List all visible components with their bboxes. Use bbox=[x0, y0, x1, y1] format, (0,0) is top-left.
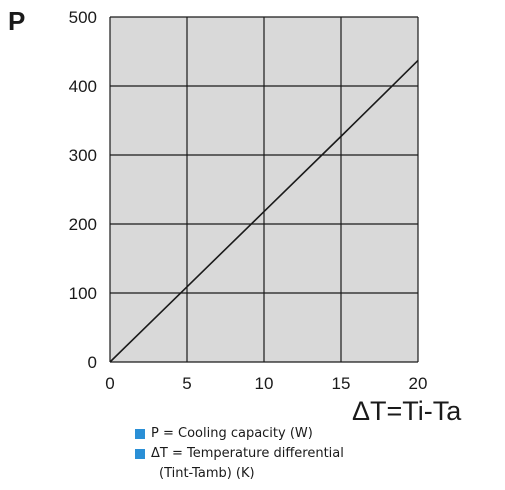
legend-swatch bbox=[135, 449, 145, 459]
legend-label-continued: (Tint-Tamb) (K) bbox=[135, 464, 255, 484]
y-tick-label: 100 bbox=[69, 284, 97, 303]
y-tick-labels: 0 100 200 300 400 500 bbox=[69, 8, 97, 372]
y-tick-label: 0 bbox=[88, 353, 97, 372]
legend-label: P = Cooling capacity (W) bbox=[151, 424, 313, 444]
y-tick-label: 200 bbox=[69, 215, 97, 234]
y-axis-title: P bbox=[8, 6, 25, 37]
x-tick-labels: 0 5 10 15 20 bbox=[105, 374, 427, 393]
legend-item-cooling-capacity: P = Cooling capacity (W) bbox=[135, 424, 344, 444]
x-tick-label: 10 bbox=[255, 374, 274, 393]
legend-item-temperature-differential: ΔT = Temperature differential bbox=[135, 444, 344, 464]
legend: P = Cooling capacity (W) ΔT = Temperatur… bbox=[135, 424, 344, 484]
x-tick-label: 20 bbox=[409, 374, 428, 393]
legend-label: ΔT = Temperature differential bbox=[151, 444, 344, 464]
y-tick-label: 300 bbox=[69, 146, 97, 165]
legend-item-temperature-differential-cont: (Tint-Tamb) (K) bbox=[135, 464, 344, 484]
x-tick-label: 5 bbox=[182, 374, 191, 393]
y-tick-label: 500 bbox=[69, 8, 97, 27]
y-tick-label: 400 bbox=[69, 77, 97, 96]
legend-swatch bbox=[135, 429, 145, 439]
x-tick-label: 0 bbox=[105, 374, 114, 393]
x-tick-label: 15 bbox=[332, 374, 351, 393]
x-axis-title: ΔT=Ti-Ta bbox=[352, 396, 461, 427]
